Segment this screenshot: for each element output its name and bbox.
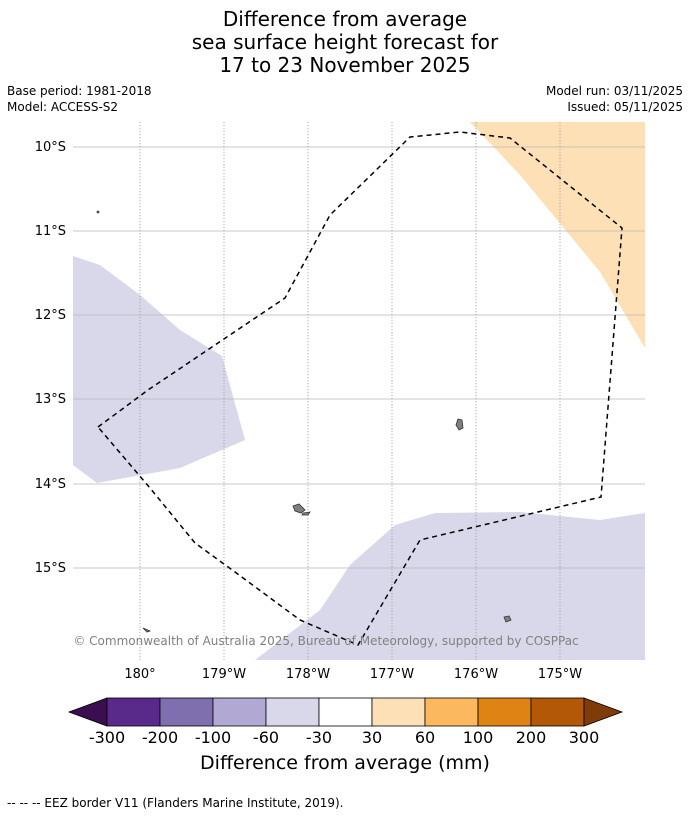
chart-title: Difference from average sea surface heig… [0,8,690,77]
colorbar: -300 -200 -100 -60 -30 30 60 100 200 300 [67,697,624,747]
colorbar-tick-label: 30 [362,728,382,747]
colorbar-tick-label: -30 [306,728,332,747]
anomaly-region-south [255,512,645,660]
lon-label: 175°W [538,667,582,682]
model-run: Model run: 03/11/2025 [545,84,683,98]
base-period: Base period: 1981-2018 [7,84,152,98]
lat-gridlines [73,146,645,569]
colorbar-tick-label: 100 [463,728,494,747]
colorbar-tick-label: 200 [516,728,547,747]
colorbar-extend-high [583,697,624,727]
anomaly-region-west [73,256,245,483]
copyright-notice: © Commonwealth of Australia 2025, Bureau… [73,634,578,648]
lon-label: 180° [124,667,155,682]
lat-label: 14°S [35,477,66,492]
title-line-1: Difference from average [222,7,468,31]
lon-label: 176°W [454,667,498,682]
colorbar-tick-label: -300 [89,728,125,747]
lon-label: 177°W [370,667,414,682]
meta-left: Base period: 1981-2018 Model: ACCESS-S2 [7,83,152,115]
colorbar-title: Difference from average (mm) [200,752,490,774]
lat-labels: 10°S 11°S 12°S 13°S 14°S 15°S [35,140,66,576]
lat-label: 10°S [35,140,66,155]
colorbar-segment [477,697,532,727]
islands [96,210,512,633]
lon-label: 178°W [286,667,330,682]
island-niuafoou [455,418,464,431]
island-alofi [301,511,311,516]
model-name: Model: ACCESS-S2 [7,100,119,114]
eez-border [97,131,623,646]
colorbar-tick-label: 60 [415,728,435,747]
colorbar-segment [318,697,373,727]
colorbar-segment [159,697,214,727]
colorbar-segment [106,697,161,727]
lon-label: 179°W [202,667,246,682]
island-futuna [292,503,306,514]
colorbar-segment [371,697,426,727]
island-dot-north [96,210,100,214]
island-south [503,615,512,623]
colorbar-segment [212,697,267,727]
title-line-2: sea surface height forecast for [191,30,499,54]
lat-label: 12°S [35,308,66,323]
colorbar-segment [530,697,585,727]
meta-right: Model run: 03/11/2025 Issued: 05/11/2025 [546,83,683,115]
issued-date: Issued: 05/11/2025 [567,100,683,114]
anomaly-region-northeast [470,122,645,348]
island-southwest [142,627,152,633]
title-line-3: 17 to 23 November 2025 [219,53,471,77]
colorbar-tick-label: -100 [195,728,231,747]
colorbar-segment [424,697,479,727]
colorbar-segment [265,697,320,727]
colorbar-tick-label: -200 [142,728,178,747]
colorbar-extend-low [67,697,108,727]
map-area: © Commonwealth of Australia 2025, Bureau… [73,122,645,660]
lat-label: 13°S [35,392,66,407]
eez-legend: -- -- -- EEZ border V11 (Flanders Marine… [7,796,344,810]
lon-labels: 180° 179°W 178°W 177°W 176°W 175°W [124,667,582,682]
lat-label: 11°S [35,224,66,239]
colorbar-tick-label: -60 [253,728,279,747]
lat-label: 15°S [35,561,66,576]
colorbar-tick-label: 300 [569,728,600,747]
